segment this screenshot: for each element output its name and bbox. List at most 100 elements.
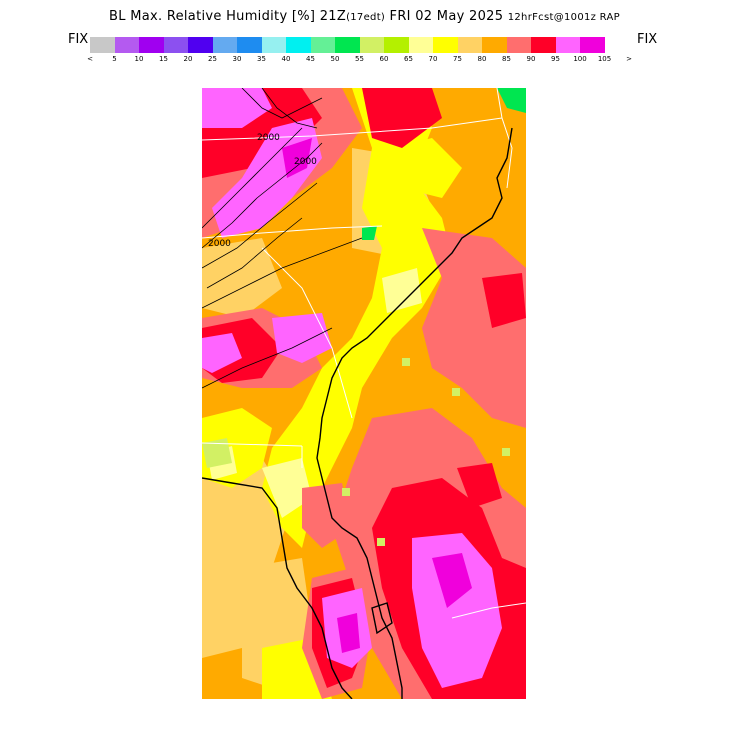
- contour-1: [202, 127, 303, 229]
- colorbar-tick-label: 65: [404, 55, 413, 63]
- colorbar-tick-label: 50: [330, 55, 340, 63]
- colorbar-tick-label: 15: [159, 55, 168, 63]
- colorbar-swatch: [384, 37, 409, 53]
- gulf-coastline: [202, 477, 353, 699]
- field-rh95-south: [412, 533, 502, 688]
- colorbar-legend: [90, 37, 605, 53]
- title-forecast: 12hrFcst@1001z RAP: [507, 12, 620, 23]
- colorbar-swatch: [433, 37, 458, 53]
- title-date: FRI 02 May 2025: [385, 9, 508, 24]
- field-rh95-nw: [202, 88, 272, 128]
- colorbar-tick-labels: <5 10 15 20 25 30 35 40 45 50 55 60 65 70 75 80 85 90 95 10…: [87, 55, 638, 67]
- boundary-ga-fl: [202, 442, 303, 447]
- title-main: BL Max. Relative Humidity [%] 21Z: [109, 9, 347, 24]
- colorbar-tick-label: 80: [477, 55, 487, 63]
- colorbar-tick-label: <: [87, 55, 93, 63]
- rh-map-panel: 2000 2000 2000: [202, 88, 526, 699]
- colorbar-swatch: [580, 37, 605, 53]
- contour-5: [241, 88, 323, 119]
- contour-8: [202, 327, 333, 389]
- field-rh75-west: [202, 458, 292, 658]
- colorbar-swatch: [310, 37, 335, 53]
- field-green-w: [202, 438, 232, 468]
- colorbar-tick-label: 95: [551, 55, 560, 63]
- colorbar-tick-label: 90: [526, 55, 536, 63]
- field-rh75-sw: [242, 558, 312, 688]
- field-rh95-west: [202, 333, 242, 373]
- contour-4: [206, 217, 303, 289]
- field-green-dot-d: [342, 488, 350, 496]
- colorbar-swatch: [335, 37, 360, 53]
- colorbar-tick-label: 105: [597, 55, 612, 63]
- contour-label-1: 2000: [257, 133, 280, 143]
- colorbar-swatch: [114, 37, 139, 53]
- lake-okeechobee: [371, 602, 393, 635]
- field-rh70-ne: [392, 138, 462, 198]
- field-green-mid: [362, 226, 377, 240]
- boundary-va-nc: [202, 117, 503, 141]
- field-rh90-e: [457, 463, 502, 508]
- field-rh100-b: [432, 553, 472, 608]
- title-local-time: (17edt): [346, 12, 386, 23]
- boundary-fl-south: [451, 602, 526, 619]
- colorbar-swatch: [188, 37, 213, 53]
- field-green-dot-c: [502, 448, 510, 456]
- colorbar-tick-label: 5: [112, 55, 117, 63]
- colorbar-tick-label: 100: [573, 55, 587, 63]
- colorbar-tick-label: 60: [379, 55, 389, 63]
- colorbar-swatch: [482, 37, 507, 53]
- colorbar-swatch: [90, 37, 115, 53]
- colorbar-tick-label: 25: [208, 55, 217, 63]
- colorbar-swatch: [286, 37, 311, 53]
- field-rh65-a: [262, 458, 312, 518]
- contour-7: [202, 237, 363, 309]
- colorbar-swatch: [555, 37, 580, 53]
- coastline: [316, 127, 513, 699]
- colorbar-tick-label: 30: [232, 55, 242, 63]
- colorbar-swatch: [408, 37, 433, 53]
- field-rh100-a: [282, 138, 312, 178]
- field-rh70-band: [262, 88, 452, 548]
- field-rh100-c: [337, 613, 360, 653]
- colorbar-tick-label: >: [626, 55, 632, 63]
- colorbar-tick-label: 70: [428, 55, 438, 63]
- colorbar-tick-label: 45: [306, 55, 315, 63]
- field-green-ne: [497, 88, 526, 113]
- field-rh65-b: [382, 268, 422, 313]
- field-green-dot-e: [377, 538, 385, 546]
- map-title: BL Max. Relative Humidity [%] 21Z(17edt)…: [0, 9, 729, 24]
- colorbar-tick-label: 10: [134, 55, 144, 63]
- colorbar-swatch: [531, 37, 556, 53]
- field-rh95-mid: [272, 313, 332, 363]
- legend-fix-left: FIX: [68, 32, 89, 47]
- colorbar-tick-label: 55: [355, 55, 364, 63]
- terrain-contours: [202, 88, 363, 389]
- colorbar-swatch: [212, 37, 237, 53]
- rh-map-svg: 2000 2000 2000: [202, 88, 526, 699]
- colorbar-tick-label: 40: [281, 55, 291, 63]
- contour-label-2: 2000: [294, 157, 317, 167]
- field-green-dot-b: [452, 388, 460, 396]
- field-green-dot-a: [402, 358, 410, 366]
- boundary-nc-sc: [202, 225, 383, 239]
- field-rh90-n: [362, 88, 442, 148]
- contour-6: [261, 88, 318, 129]
- colorbar-swatch: [163, 37, 188, 53]
- colorbar-tick-label: 35: [257, 55, 266, 63]
- field-rh85-mid: [302, 483, 352, 548]
- colorbar-swatch: [506, 37, 531, 53]
- colorbar-swatch: [237, 37, 262, 53]
- boundary-coast-ne: [496, 88, 513, 189]
- colorbar-swatch: [359, 37, 384, 53]
- colorbar-tick-label: 20: [183, 55, 193, 63]
- colorbar-swatch: [139, 37, 164, 53]
- colorbar-swatch: [457, 37, 482, 53]
- contour-3: [202, 182, 318, 269]
- colorbar-tick-label: 85: [502, 55, 511, 63]
- legend-fix-right: FIX: [637, 32, 658, 47]
- contour-2: [202, 142, 323, 249]
- colorbar-swatch: [261, 37, 286, 53]
- field-rh90-ne: [482, 273, 526, 328]
- colorbar-tick-label: 75: [453, 55, 462, 63]
- contour-label-3: 2000: [208, 239, 231, 249]
